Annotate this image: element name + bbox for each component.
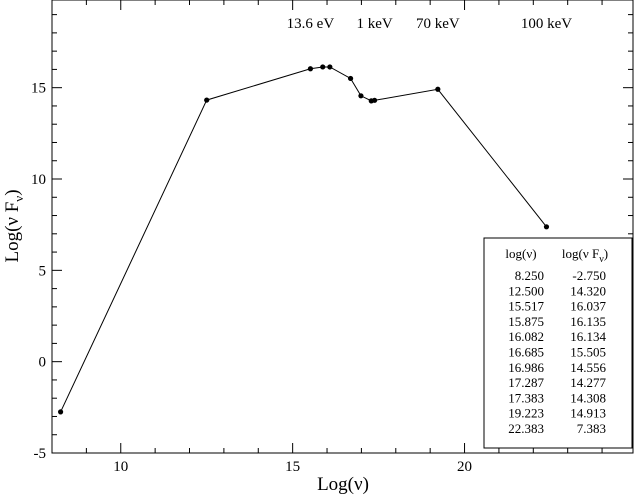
data-point: [347, 75, 354, 82]
data-table-box: [483, 237, 633, 449]
table-header-y-close: ): [604, 246, 608, 261]
table-cell-x: 16.685: [508, 345, 544, 360]
x-axis-title: Log(ν): [317, 474, 369, 495]
table-rows: 8.250 -2.750 12.500 14.320 15.517 16.037 15.87…: [508, 268, 606, 436]
table-cell-x: 8.250: [515, 268, 544, 283]
data-point: [371, 97, 378, 103]
data-point: [307, 66, 314, 72]
table-header-y-main: log(ν F: [562, 246, 599, 261]
x-tick-label: 10: [113, 459, 128, 475]
table-cell-x: 12.500: [508, 283, 544, 298]
y-axis-title-close: ): [2, 189, 23, 195]
y-axis-title-sub: ν: [11, 196, 26, 202]
data-point: [327, 64, 333, 70]
data-point: [320, 64, 326, 70]
table-cell-y: 16.037: [570, 299, 606, 314]
table-cell-y: 14.308: [570, 390, 606, 405]
table-cell-y: 14.913: [570, 406, 606, 421]
data-point: [543, 224, 550, 230]
data-point: [57, 409, 64, 415]
table-cell-y: 14.320: [570, 283, 606, 298]
y-axis-title-main: Log(ν F: [2, 202, 23, 263]
data-series: [57, 64, 550, 415]
table-cell-x: 17.383: [508, 390, 544, 405]
table-cell-y: 14.556: [570, 360, 606, 375]
energy-annotation: 13.6 eV: [287, 16, 335, 32]
y-tick-label: 15: [31, 81, 46, 97]
table-cell-x: 19.223: [508, 406, 544, 421]
table-cell-x: 22.383: [508, 421, 544, 436]
y-tick-label: -5: [34, 446, 47, 462]
table-cell-x: 15.875: [508, 314, 544, 329]
y-axis-title: Log(ν Fν): [2, 189, 26, 262]
table-cell-y: -2.750: [572, 268, 606, 283]
data-table: log(ν) log(ν Fν) 8.250 -2.750 12.500 14.320…: [483, 237, 633, 449]
x-tick-label: 20: [457, 459, 472, 475]
energy-annotation: 1 keV: [356, 16, 392, 32]
plot-frame: [51, 0, 634, 454]
y-tick-label: 10: [31, 172, 46, 188]
data-point: [358, 93, 364, 99]
y-tick-label: 5: [39, 263, 47, 279]
data-point: [435, 86, 441, 92]
y-tick-label: 0: [39, 355, 47, 371]
axis-ticks: 10 15 20 -5 0 5 10 15: [31, 0, 633, 475]
table-cell-x: 16.082: [508, 329, 544, 344]
energy-annotation: 70 keV: [416, 16, 460, 32]
series-line: [60, 66, 547, 413]
energy-annotations: 13.6 eV 1 keV 70 keV 100 keV: [287, 16, 573, 32]
table-cell-y: 15.505: [570, 345, 606, 360]
table-header-x: log(ν): [505, 246, 536, 261]
table-cell-y: 16.134: [570, 329, 606, 344]
data-point: [204, 97, 210, 103]
table-header-y-sub: ν: [599, 254, 604, 265]
x-tick-label: 15: [285, 459, 300, 475]
svg-text:Log(ν Fν): Log(ν Fν): [2, 189, 26, 262]
table-cell-y: 16.135: [570, 314, 606, 329]
table-cell-x: 15.517: [508, 299, 544, 314]
energy-annotation: 100 keV: [521, 16, 572, 32]
table-cell-y: 7.383: [577, 421, 606, 436]
table-cell-x: 17.287: [508, 375, 544, 390]
table-cell-x: 16.986: [508, 360, 544, 375]
table-header-y: log(ν Fν): [562, 246, 608, 265]
table-cell-y: 14.277: [570, 375, 606, 390]
